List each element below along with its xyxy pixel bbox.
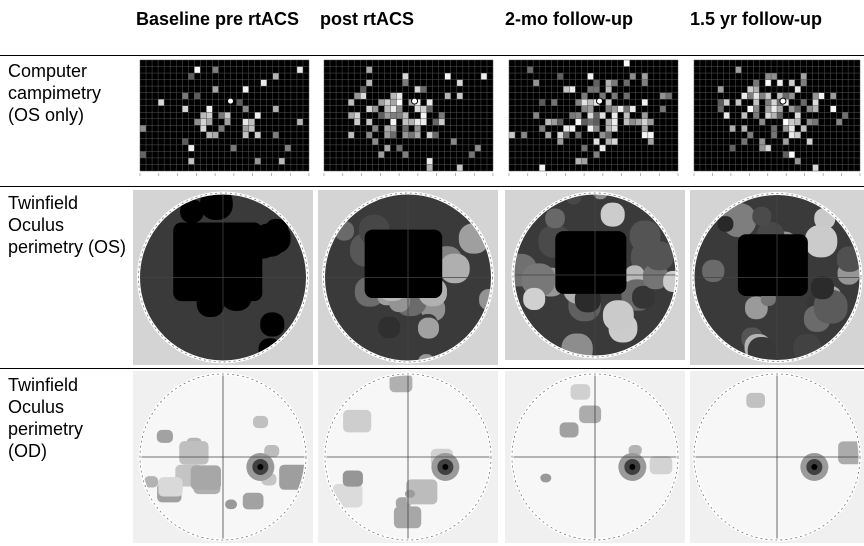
perimetry-os-image-post bbox=[318, 190, 498, 365]
perimetry-od-image-2mo bbox=[505, 371, 685, 543]
perimetry-od-image-1-5yr bbox=[690, 371, 864, 543]
campimetry-image-2mo bbox=[505, 58, 682, 183]
perimetry-os-image-1-5yr bbox=[690, 190, 864, 365]
column-header-baseline: Baseline pre rtACS bbox=[136, 9, 300, 29]
campimetry-image-baseline bbox=[136, 58, 313, 183]
row-label-campimetry: Computer campimetry (OS only) bbox=[8, 61, 102, 125]
perimetry-od-image-post bbox=[318, 371, 498, 543]
column-header-1-5yr: 1.5 yr follow-up bbox=[690, 9, 823, 29]
divider-row1 bbox=[0, 186, 864, 187]
column-header-2mo: 2-mo follow-up bbox=[505, 9, 633, 29]
perimetry-od-image-baseline bbox=[133, 371, 313, 543]
divider-header bbox=[0, 55, 864, 56]
perimetry-os-image-baseline bbox=[133, 190, 313, 365]
campimetry-image-1-5yr bbox=[690, 58, 864, 183]
perimetry-os-image-2mo bbox=[505, 190, 685, 360]
row-label-perimetry-od: Twinfield Oculus perimetry (OD) bbox=[8, 375, 84, 461]
divider-row2 bbox=[0, 368, 864, 369]
row-label-perimetry-os: Twinfield Oculus perimetry (OS) bbox=[8, 193, 127, 257]
campimetry-image-post bbox=[320, 58, 497, 183]
column-header-post-rtacs: post rtACS bbox=[320, 9, 414, 29]
